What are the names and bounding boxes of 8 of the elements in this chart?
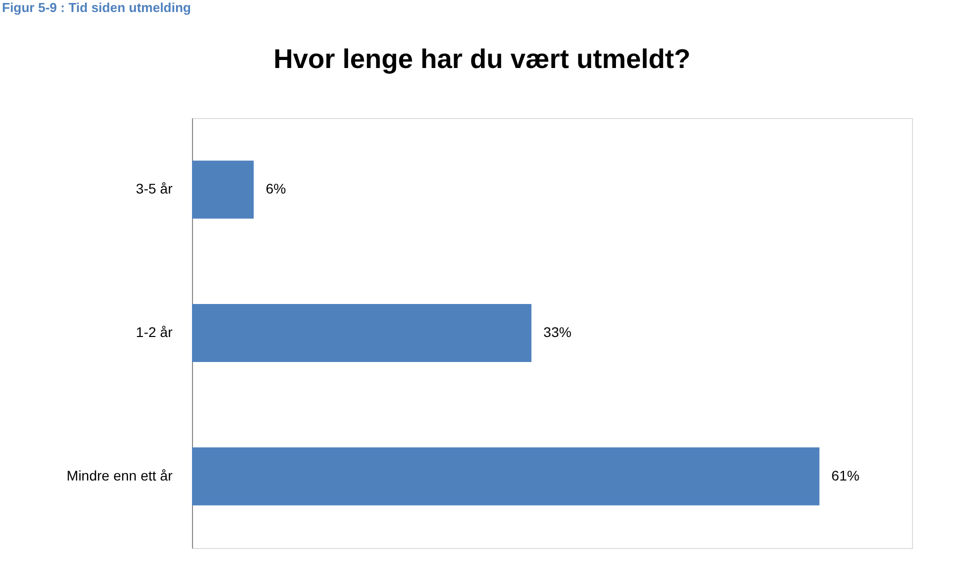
y-tick-label: Mindre enn ett år [66,467,173,484]
y-tick-label: 1-2 år [136,324,173,340]
chart-title: Hvor lenge har du vært utmeldt? [273,44,691,74]
data-label: 33% [543,324,572,340]
text: Figur 5-9 : Tid siden utmelding [2,0,192,15]
data-label: 61% [831,467,860,484]
y-tick-label: 3-5 år [136,180,173,197]
data-label: 6% [266,180,286,197]
